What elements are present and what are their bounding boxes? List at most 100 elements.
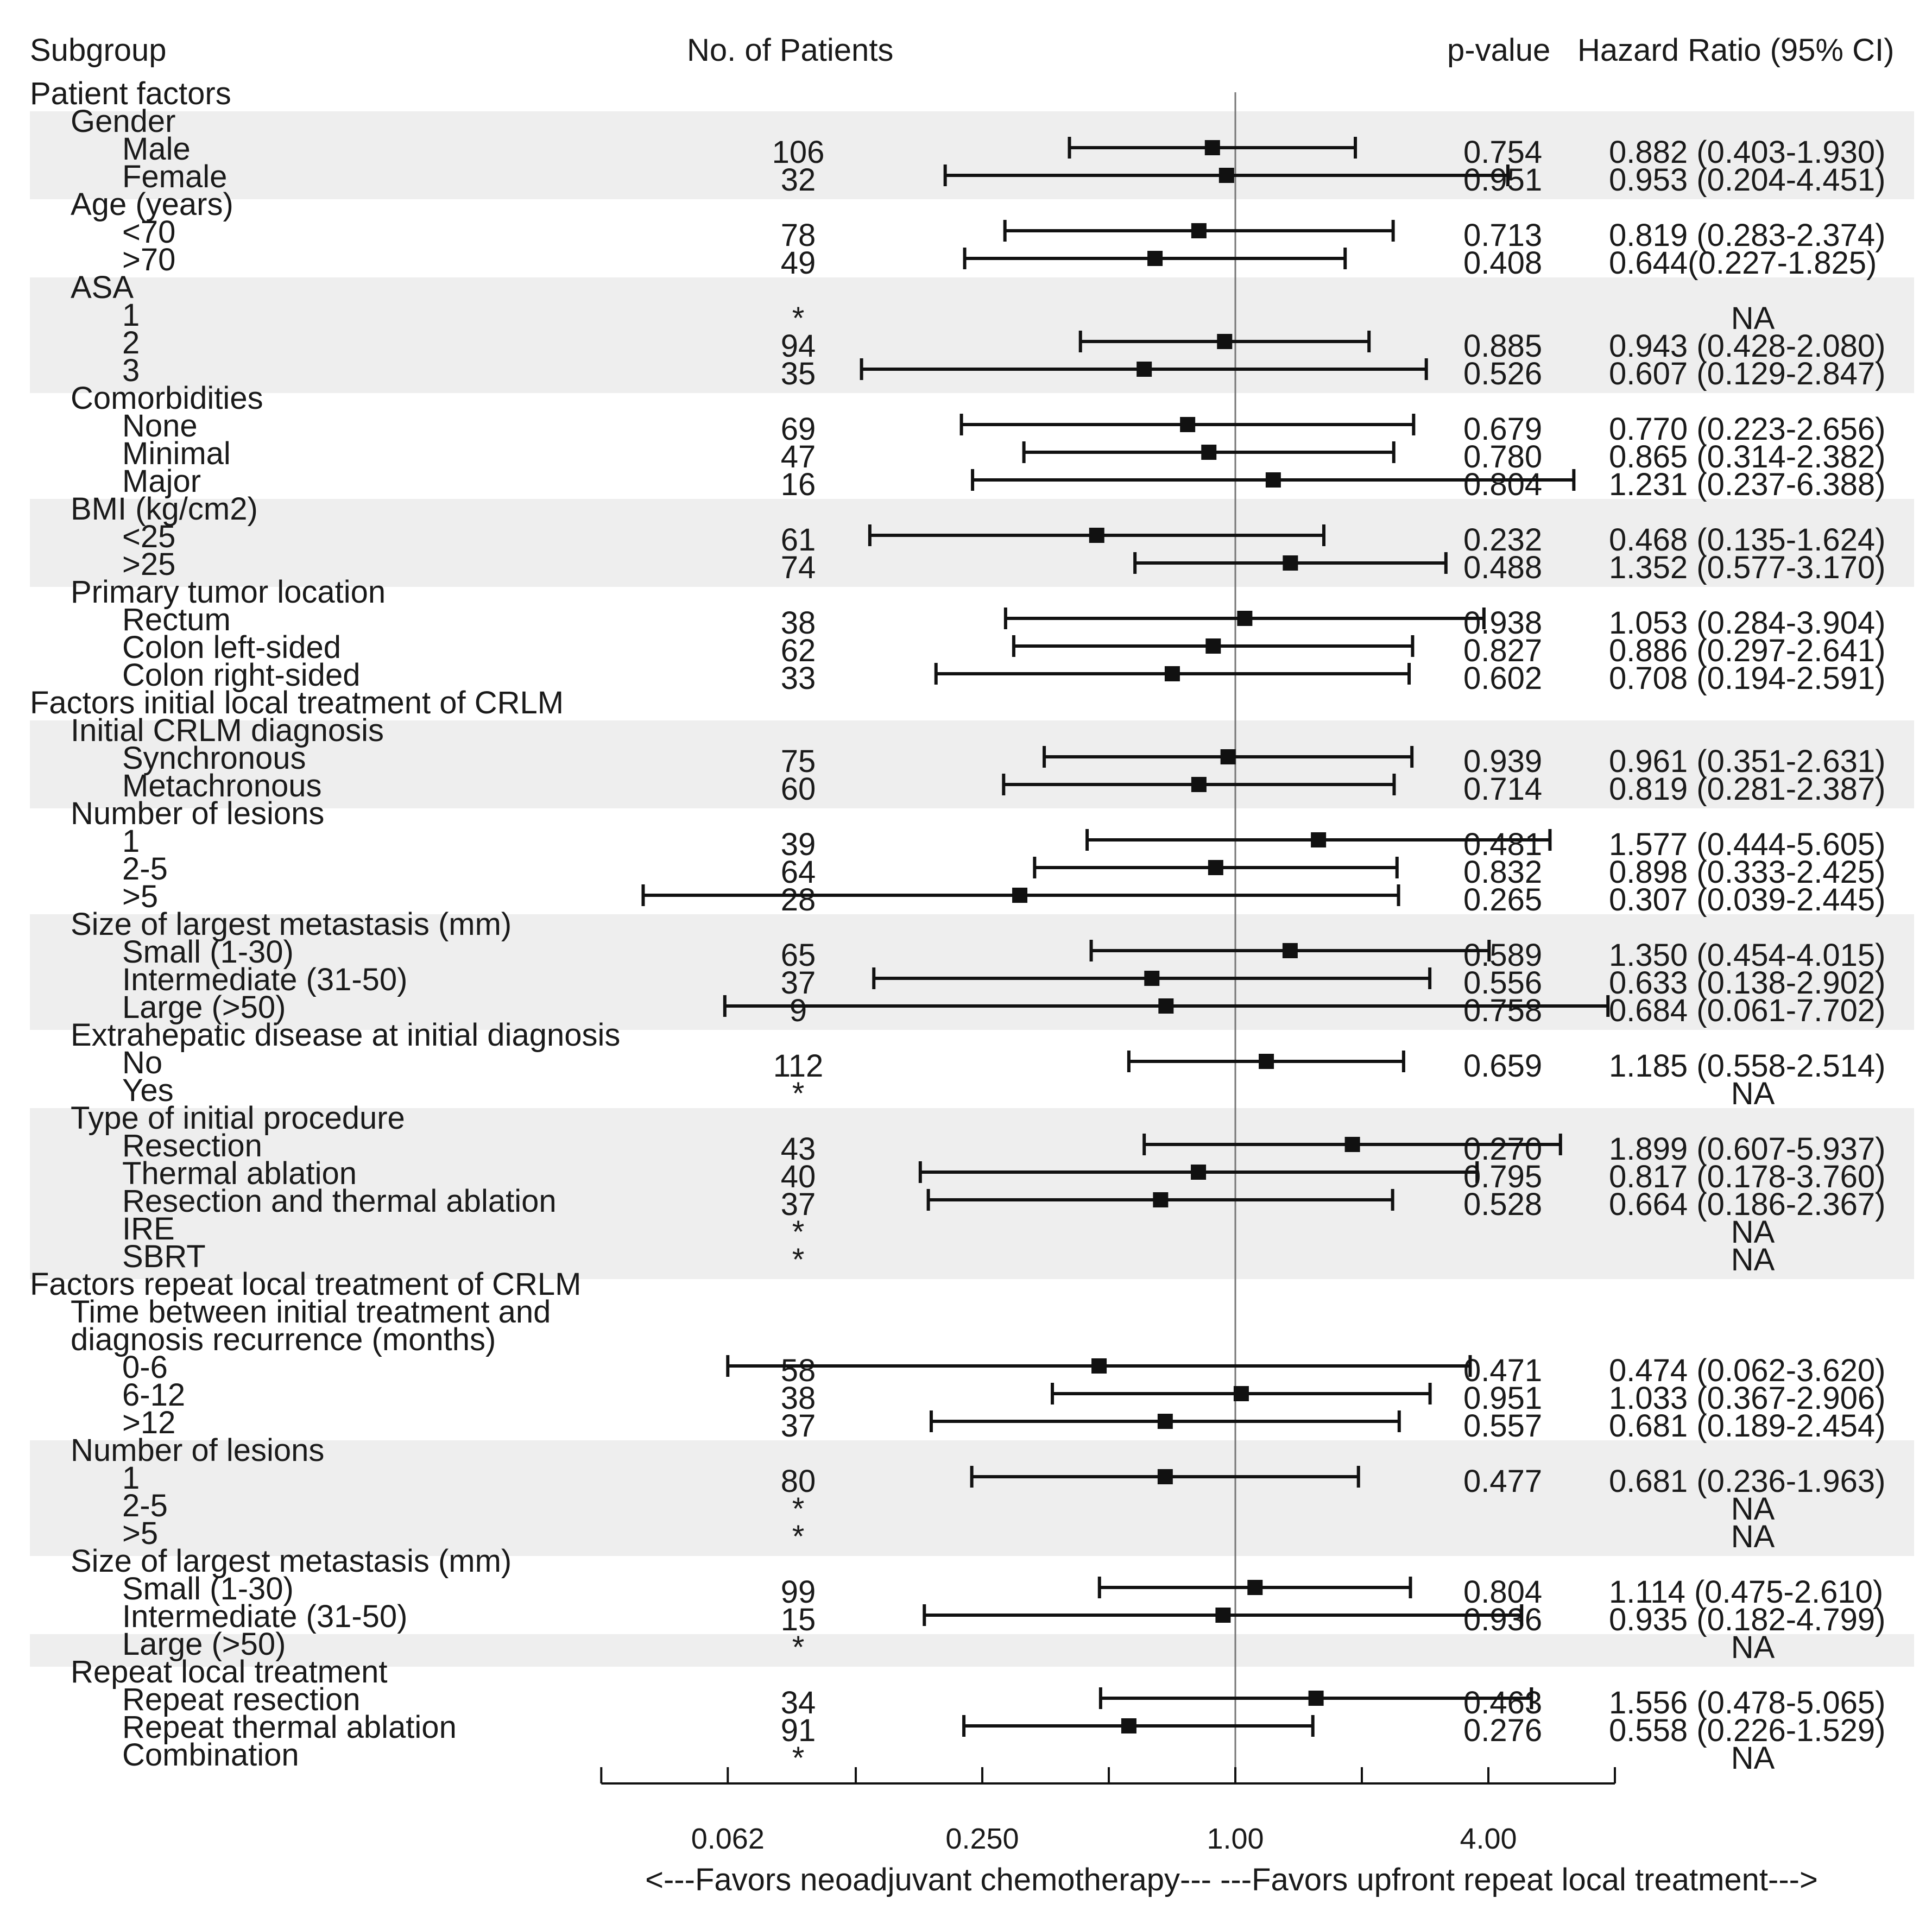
hr-point (1344, 1137, 1360, 1152)
p-value: 0.463 (1463, 1685, 1542, 1720)
hr-point (1220, 749, 1236, 764)
patients-count: 112 (773, 1048, 823, 1084)
hr-point (1237, 611, 1253, 626)
patients-count: 37 (781, 965, 816, 1001)
hazard-ratio-text: 1.350 (0.454-4.015) (1609, 938, 1885, 973)
p-value: 0.679 (1463, 412, 1542, 447)
hr-point (1247, 1580, 1263, 1595)
patients-count: * (792, 301, 805, 336)
hazard-ratio-text: 0.664 (0.186-2.367) (1609, 1187, 1885, 1222)
hazard-ratio-text: 0.681 (0.189-2.454) (1609, 1408, 1885, 1444)
patients-count: * (792, 1630, 805, 1665)
row-label: BMI (kg/cm2) (71, 491, 258, 527)
row-label: Yes (122, 1073, 174, 1108)
p-value: 0.885 (1463, 328, 1542, 364)
shaded-band (30, 1108, 1914, 1279)
hazard-ratio-text: 1.352 (0.577-3.170) (1609, 550, 1885, 585)
hazard-ratio-text: 0.607 (0.129-2.847) (1609, 356, 1885, 391)
hazard-ratio-text: 1.185 (0.558-2.514) (1609, 1048, 1885, 1084)
hazard-ratio-text: 0.943 (0.428-2.080) (1609, 328, 1885, 364)
hr-point (1282, 943, 1298, 958)
p-value: 0.780 (1463, 439, 1542, 474)
row-label: Small (1-30) (122, 1571, 294, 1606)
row-label: Repeat resection (122, 1682, 360, 1717)
hr-point (1157, 1414, 1173, 1429)
hazard-ratio-text: 0.865 (0.314-2.382) (1609, 439, 1885, 474)
row-label: Small (1-30) (122, 934, 294, 970)
row-label: 1 (122, 298, 140, 333)
row-label: Patient factors (30, 76, 231, 111)
hr-point (1180, 417, 1196, 432)
row-label: Primary tumor location (71, 574, 386, 610)
hr-point (1091, 1358, 1107, 1374)
row-label: >70 (122, 242, 175, 277)
hr-point (1157, 1469, 1173, 1484)
hr-point (1311, 832, 1327, 847)
hazard-ratio-na: NA (1731, 1519, 1775, 1554)
x-tick-label: 4.00 (1460, 1823, 1517, 1855)
p-value: 0.602 (1463, 661, 1542, 696)
hazard-ratio-text: 0.644(0.227-1.825) (1609, 245, 1877, 281)
patients-count: 38 (781, 605, 816, 641)
header-subgroup: Subgroup (30, 33, 167, 68)
patients-count: 47 (781, 439, 816, 474)
row-label: IRE (122, 1211, 175, 1247)
patients-count: 80 (781, 1464, 816, 1499)
hazard-ratio-text: 0.817 (0.178-3.760) (1609, 1159, 1885, 1194)
p-value: 0.758 (1463, 993, 1542, 1028)
patients-count: 40 (781, 1159, 816, 1194)
hr-point (1308, 1691, 1324, 1706)
p-value: 0.951 (1463, 1381, 1542, 1416)
patients-count: 28 (781, 882, 816, 918)
p-value: 0.471 (1463, 1353, 1542, 1388)
row-label: Number of lesions (71, 796, 324, 831)
p-value: 0.714 (1463, 771, 1542, 807)
patients-count: 78 (781, 218, 816, 253)
row-label: Time between initial treatment and (71, 1294, 551, 1330)
p-value: 0.939 (1463, 744, 1542, 779)
p-value: 0.528 (1463, 1187, 1542, 1222)
hr-point (1217, 334, 1233, 349)
patients-count: * (792, 1242, 805, 1277)
p-value: 0.938 (1463, 605, 1542, 641)
hazard-ratio-na: NA (1731, 1076, 1775, 1111)
hazard-ratio-text: 0.953 (0.204-4.451) (1609, 162, 1885, 198)
hazard-ratio-na: NA (1731, 1214, 1775, 1250)
row-label: <25 (122, 519, 175, 554)
patients-count: 38 (781, 1381, 816, 1416)
patients-count: 62 (781, 633, 816, 668)
p-value: 0.804 (1463, 1574, 1542, 1610)
hazard-ratio-na: NA (1731, 1242, 1775, 1277)
header-patients: No. of Patients (687, 33, 893, 68)
hr-point (1215, 1608, 1231, 1623)
row-label: Resection (122, 1128, 262, 1163)
hazard-ratio-text: 0.819 (0.283-2.374) (1609, 218, 1885, 253)
hazard-ratio-text: 0.819 (0.281-2.387) (1609, 771, 1885, 807)
hazard-ratio-na: NA (1731, 1491, 1775, 1527)
patients-count: 58 (781, 1353, 816, 1388)
p-value: 0.265 (1463, 882, 1542, 918)
p-value: 0.556 (1463, 965, 1542, 1001)
hazard-ratio-text: 0.633 (0.138-2.902) (1609, 965, 1885, 1001)
hazard-ratio-text: 0.935 (0.182-4.799) (1609, 1602, 1885, 1637)
header-hazard-ratio: Hazard Ratio (95% CI) (1577, 33, 1894, 68)
row-label: >5 (122, 879, 158, 914)
row-label: Repeat thermal ablation (122, 1710, 457, 1745)
p-value: 0.408 (1463, 245, 1542, 281)
p-value: 0.951 (1463, 162, 1542, 198)
row-label: diagnosis recurrence (months) (71, 1322, 496, 1357)
hazard-ratio-text: 0.886 (0.297-2.641) (1609, 633, 1885, 668)
hr-point (1205, 638, 1221, 654)
row-label: No (122, 1045, 162, 1080)
row-label: Intermediate (31-50) (122, 1599, 407, 1634)
patients-count: 69 (781, 412, 816, 447)
patients-count: 34 (781, 1685, 816, 1720)
row-label: >5 (122, 1516, 158, 1551)
hazard-ratio-text: 0.708 (0.194-2.591) (1609, 661, 1885, 696)
p-value: 0.659 (1463, 1048, 1542, 1084)
row-label: Large (>50) (122, 990, 286, 1025)
patients-count: * (792, 1076, 805, 1111)
hazard-ratio-text: 1.053 (0.284-3.904) (1609, 605, 1885, 641)
hazard-ratio-text: 0.558 (0.226-1.529) (1609, 1713, 1885, 1748)
row-label: Resection and thermal ablation (122, 1184, 557, 1219)
